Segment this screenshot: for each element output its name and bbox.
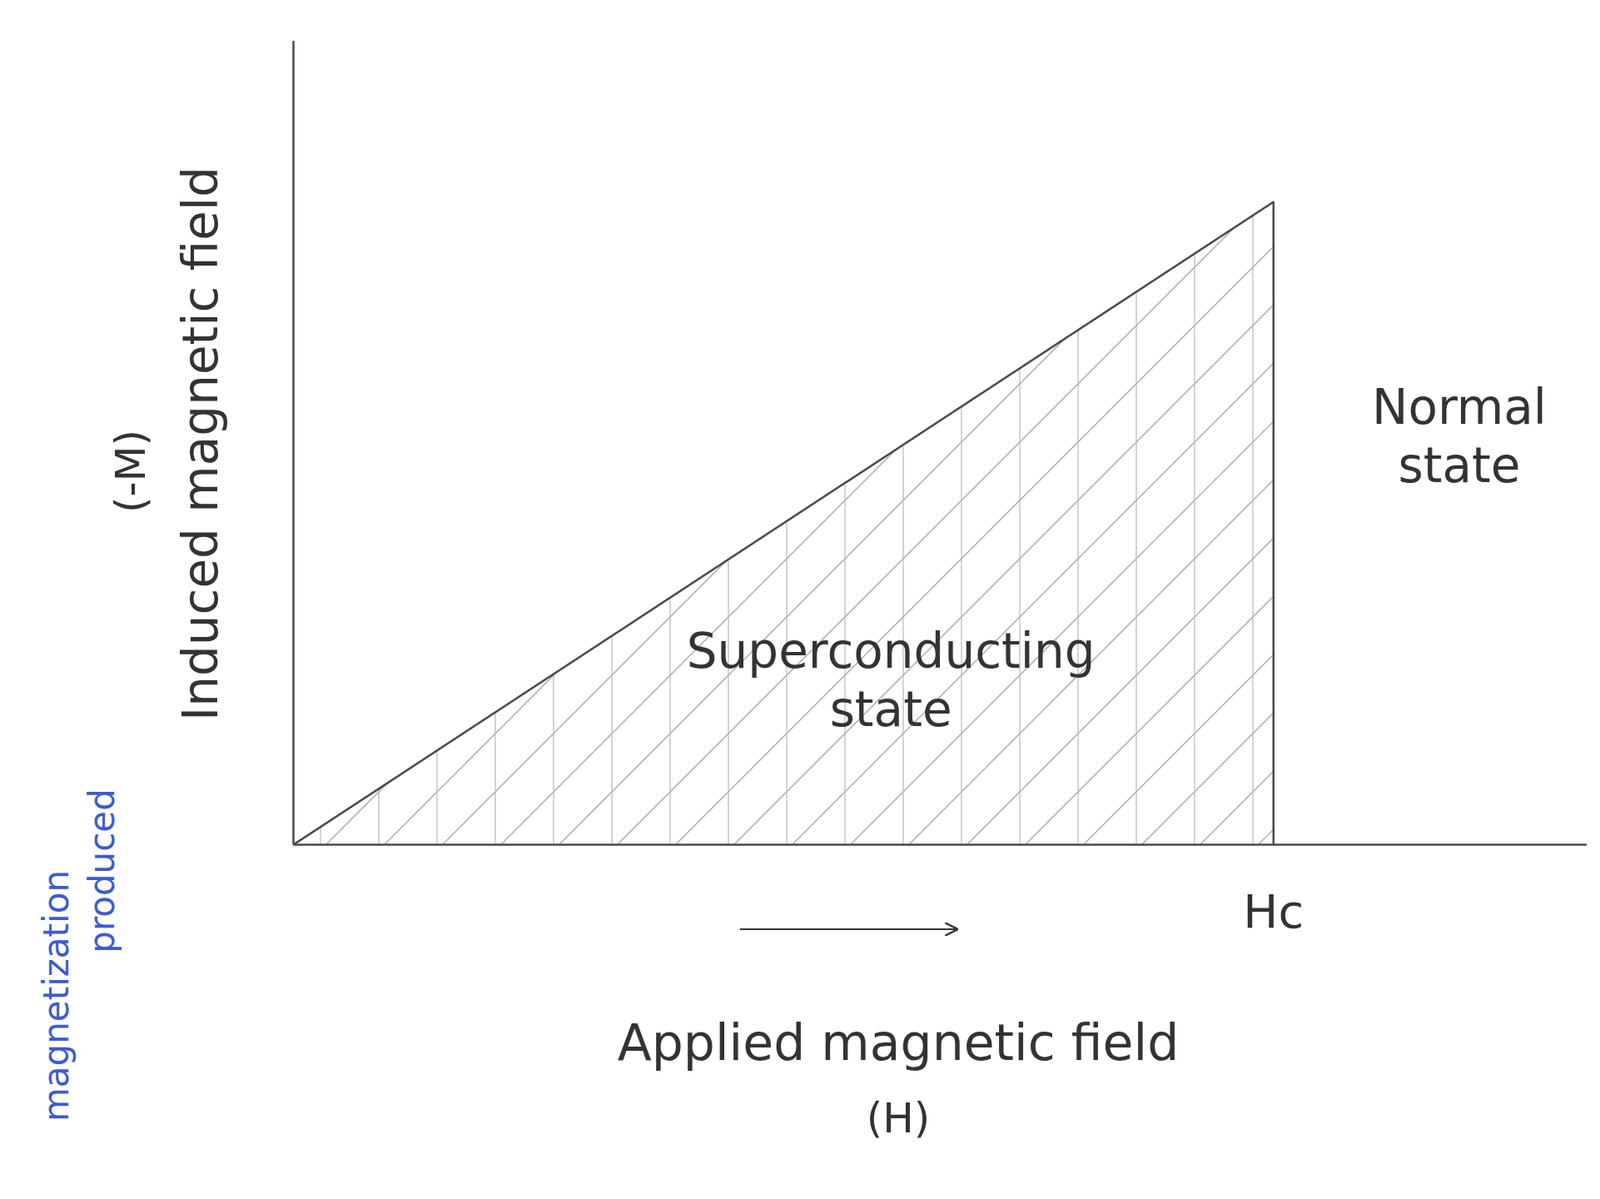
svg-text:Hc: Hc <box>1242 884 1304 939</box>
svg-text:magnetization: magnetization <box>35 869 77 1122</box>
svg-text:Applied magnetic field: Applied magnetic field <box>617 1013 1180 1072</box>
svg-text:produced: produced <box>81 788 123 954</box>
svg-text:(-M): (-M) <box>106 429 155 513</box>
svg-text:Superconductingstate: Superconductingstate <box>686 622 1096 738</box>
svg-text:Normalstate: Normalstate <box>1371 378 1547 494</box>
svg-text:(H): (H) <box>866 1093 931 1143</box>
svg-text:Induced magnetic field: Induced magnetic field <box>172 166 229 721</box>
